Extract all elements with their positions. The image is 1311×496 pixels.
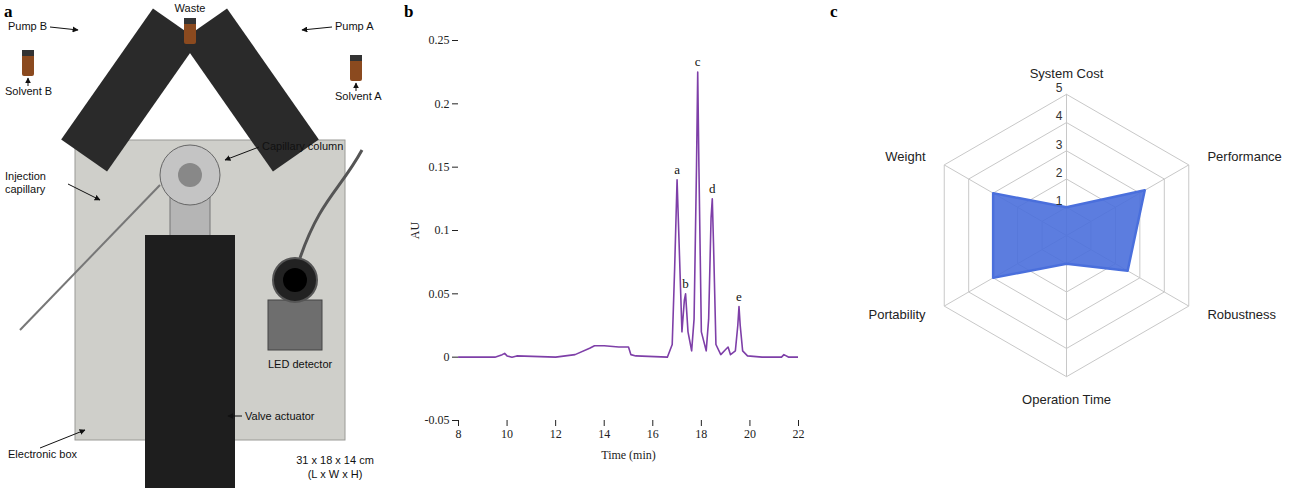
svg-text:8: 8 (456, 427, 462, 441)
svg-text:16: 16 (647, 427, 659, 441)
svg-text:0.25: 0.25 (429, 33, 450, 47)
svg-text:12: 12 (550, 427, 562, 441)
svg-text:18: 18 (695, 427, 707, 441)
svg-text:Performance: Performance (1207, 149, 1281, 164)
svg-text:20: 20 (744, 427, 756, 441)
svg-text:Portability: Portability (868, 307, 926, 322)
svg-text:LED detector: LED detector (268, 358, 333, 370)
svg-text:4: 4 (1056, 109, 1063, 123)
svg-text:c: c (695, 54, 701, 69)
svg-text:System Cost: System Cost (1030, 66, 1104, 81)
svg-text:10: 10 (501, 427, 513, 441)
svg-text:a: a (674, 162, 680, 177)
svg-text:Electronic box: Electronic box (8, 448, 78, 460)
svg-text:Operation Time: Operation Time (1022, 392, 1111, 407)
svg-text:AU: AU (408, 222, 422, 240)
svg-text:Robustness: Robustness (1207, 307, 1276, 322)
svg-text:5: 5 (1056, 81, 1063, 95)
svg-text:Weight: Weight (885, 149, 926, 164)
svg-text:0: 0 (444, 350, 450, 364)
svg-text:0.1: 0.1 (435, 223, 450, 237)
svg-text:Waste: Waste (175, 2, 206, 14)
svg-text:3: 3 (1056, 138, 1063, 152)
svg-text:0.15: 0.15 (429, 160, 450, 174)
html-text:c: c (830, 2, 838, 21)
html-text:b: b (404, 2, 414, 21)
svg-text:1: 1 (1056, 194, 1063, 208)
svg-text:Pump A: Pump A (335, 20, 374, 32)
svg-text:(L x W x H): (L x W x H) (308, 468, 363, 480)
svg-text:31 x 18 x 14 cm: 31 x 18 x 14 cm (296, 454, 374, 466)
svg-text:Valve actuator: Valve actuator (245, 410, 315, 422)
svg-text:Solvent A: Solvent A (335, 90, 382, 102)
svg-text:2: 2 (1056, 166, 1063, 180)
html-text:a: a (4, 2, 13, 21)
svg-text:22: 22 (793, 427, 805, 441)
svg-text:Time (min): Time (min) (601, 448, 656, 462)
svg-text:0.2: 0.2 (435, 97, 450, 111)
svg-text:-0.05: -0.05 (425, 413, 450, 427)
svg-text:b: b (682, 276, 689, 291)
svg-text:14: 14 (598, 427, 610, 441)
svg-text:Pump B: Pump B (8, 20, 47, 32)
svg-text:Solvent B: Solvent B (5, 85, 52, 97)
svg-text:d: d (709, 181, 716, 196)
svg-text:0.05: 0.05 (429, 287, 450, 301)
svg-text:Injectioncapillary: Injectioncapillary (5, 170, 46, 195)
svg-text:e: e (736, 289, 742, 304)
svg-text:Capillary column: Capillary column (262, 140, 343, 152)
